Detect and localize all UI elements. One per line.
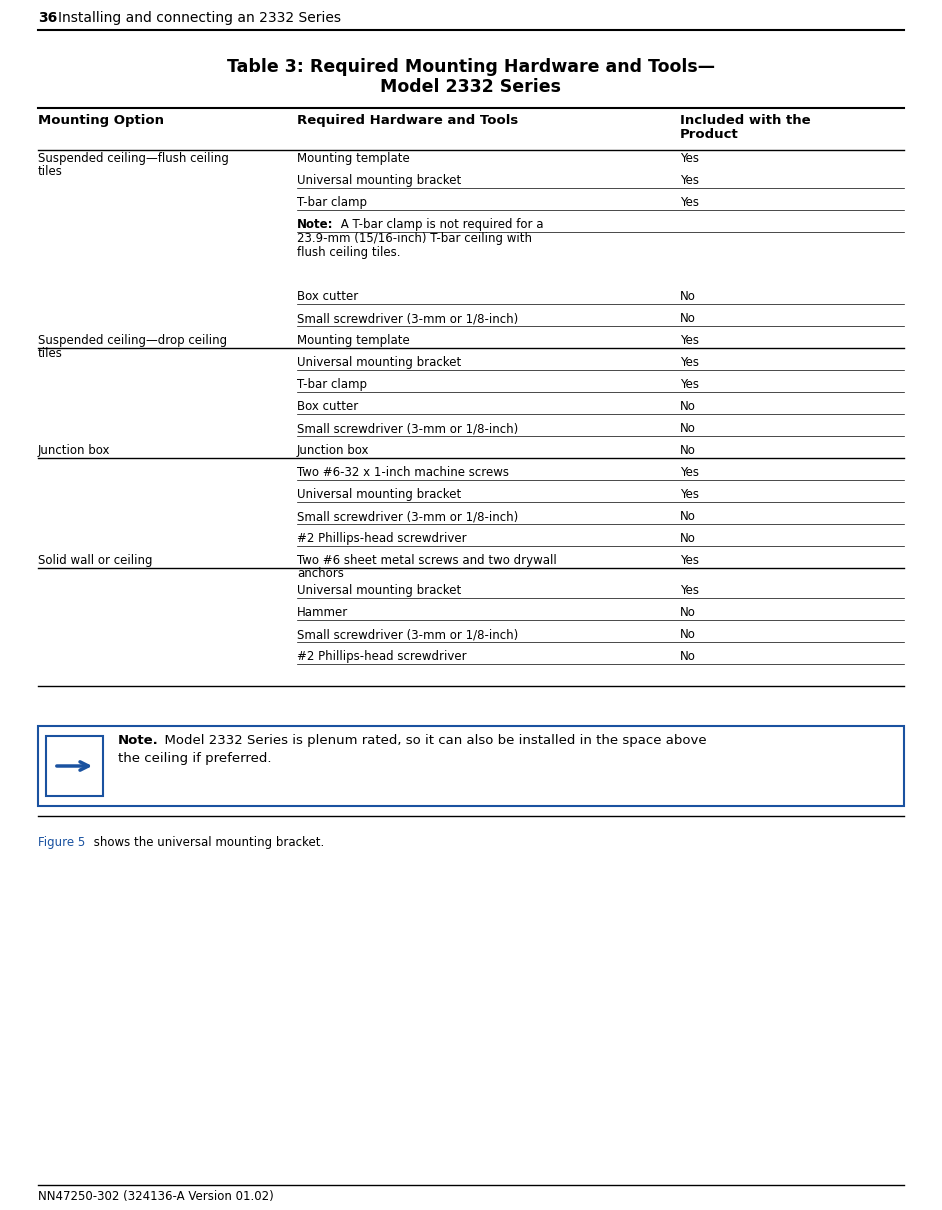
Text: Product: Product [680, 128, 739, 142]
Text: Junction box: Junction box [38, 444, 110, 457]
Text: #2 Phillips-head screwdriver: #2 Phillips-head screwdriver [297, 650, 466, 663]
Text: Required Hardware and Tools: Required Hardware and Tools [297, 114, 518, 127]
Text: flush ceiling tiles.: flush ceiling tiles. [297, 246, 400, 259]
Text: Yes: Yes [680, 152, 699, 165]
Text: Small screwdriver (3-mm or 1/8-inch): Small screwdriver (3-mm or 1/8-inch) [297, 422, 518, 436]
Text: Yes: Yes [680, 174, 699, 188]
Text: the ceiling if preferred.: the ceiling if preferred. [118, 751, 271, 765]
Text: T-bar clamp: T-bar clamp [297, 196, 367, 209]
Text: Yes: Yes [680, 488, 699, 501]
Text: Hammer: Hammer [297, 606, 349, 620]
Text: Yes: Yes [680, 554, 699, 567]
Text: Universal mounting bracket: Universal mounting bracket [297, 356, 462, 369]
Text: Junction box: Junction box [297, 444, 369, 457]
Text: anchors: anchors [297, 567, 344, 580]
Text: Note.: Note. [118, 734, 159, 747]
Text: No: No [680, 290, 696, 302]
Text: No: No [680, 312, 696, 325]
Text: Yes: Yes [680, 334, 699, 347]
Text: Suspended ceiling—drop ceiling: Suspended ceiling—drop ceiling [38, 334, 227, 347]
Text: No: No [680, 444, 696, 457]
Text: Suspended ceiling—flush ceiling: Suspended ceiling—flush ceiling [38, 152, 229, 165]
Text: NN47250-302 (324136-A Version 01.02): NN47250-302 (324136-A Version 01.02) [38, 1189, 274, 1203]
Text: 23.9-mm (15/16-inch) T-bar ceiling with: 23.9-mm (15/16-inch) T-bar ceiling with [297, 232, 532, 244]
Text: #2 Phillips-head screwdriver: #2 Phillips-head screwdriver [297, 532, 466, 544]
Text: Yes: Yes [680, 378, 699, 391]
Text: Yes: Yes [680, 584, 699, 597]
Text: Two #6 sheet metal screws and two drywall: Two #6 sheet metal screws and two drywal… [297, 554, 557, 567]
Text: No: No [680, 532, 696, 544]
Text: Small screwdriver (3-mm or 1/8-inch): Small screwdriver (3-mm or 1/8-inch) [297, 312, 518, 325]
Text: Figure 5: Figure 5 [38, 836, 85, 849]
Text: No: No [680, 422, 696, 436]
Text: Model 2332 Series is plenum rated, so it can also be installed in the space abov: Model 2332 Series is plenum rated, so it… [156, 734, 706, 747]
Text: Solid wall or ceiling: Solid wall or ceiling [38, 554, 153, 567]
Text: Universal mounting bracket: Universal mounting bracket [297, 488, 462, 501]
Text: 36: 36 [38, 11, 57, 25]
Text: shows the universal mounting bracket.: shows the universal mounting bracket. [90, 836, 324, 849]
Text: Installing and connecting an 2332 Series: Installing and connecting an 2332 Series [58, 11, 341, 25]
Text: tiles: tiles [38, 347, 63, 361]
Text: No: No [680, 509, 696, 523]
Text: Universal mounting bracket: Universal mounting bracket [297, 174, 462, 188]
Text: Model 2332 Series: Model 2332 Series [381, 77, 561, 96]
Text: Small screwdriver (3-mm or 1/8-inch): Small screwdriver (3-mm or 1/8-inch) [297, 628, 518, 641]
Text: No: No [680, 606, 696, 620]
Text: T-bar clamp: T-bar clamp [297, 378, 367, 391]
Text: tiles: tiles [38, 165, 63, 178]
Text: Mounting template: Mounting template [297, 334, 410, 347]
Bar [38, 726, 904, 806]
Text: Included with the: Included with the [680, 114, 811, 127]
Text: Yes: Yes [680, 196, 699, 209]
Text: Universal mounting bracket: Universal mounting bracket [297, 584, 462, 597]
Text: Mounting Option: Mounting Option [38, 114, 164, 127]
Text: Two #6-32 x 1-inch machine screws: Two #6-32 x 1-inch machine screws [297, 466, 509, 479]
Text: No: No [680, 650, 696, 663]
Text: Note:: Note: [297, 218, 333, 231]
Text: Yes: Yes [680, 356, 699, 369]
Text: Mounting template: Mounting template [297, 152, 410, 165]
Text: Yes: Yes [680, 466, 699, 479]
Text: A T-bar clamp is not required for a: A T-bar clamp is not required for a [337, 218, 544, 231]
Text: Box cutter: Box cutter [297, 290, 358, 302]
Text: No: No [680, 628, 696, 641]
Bar [46, 736, 103, 796]
Text: Small screwdriver (3-mm or 1/8-inch): Small screwdriver (3-mm or 1/8-inch) [297, 509, 518, 523]
Text: Table 3: Required Mounting Hardware and Tools—: Table 3: Required Mounting Hardware and … [227, 58, 715, 76]
Text: Box cutter: Box cutter [297, 401, 358, 413]
Text: No: No [680, 401, 696, 413]
